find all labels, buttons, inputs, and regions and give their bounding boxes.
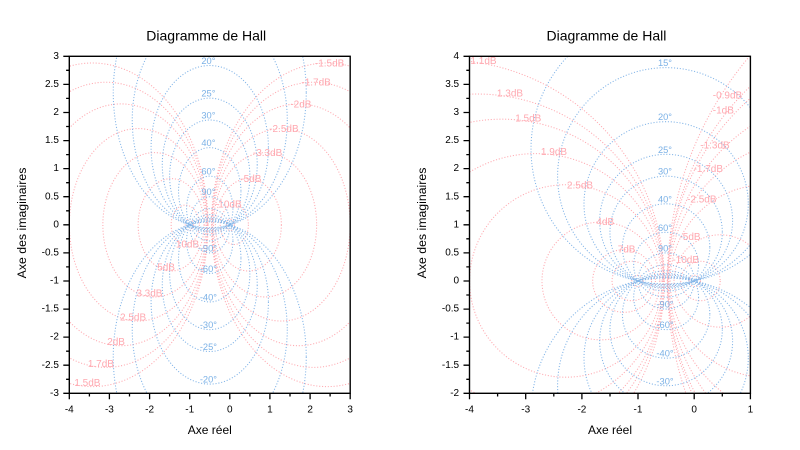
svg-text:2.5: 2.5 bbox=[45, 79, 59, 90]
svg-text:20°: 20° bbox=[201, 56, 215, 66]
svg-text:-0.7dB: -0.7dB bbox=[719, 49, 749, 60]
svg-text:2: 2 bbox=[53, 107, 59, 118]
svg-text:-3: -3 bbox=[50, 388, 59, 399]
svg-text:25°: 25° bbox=[201, 89, 215, 99]
svg-text:1: 1 bbox=[53, 163, 59, 174]
svg-text:-2: -2 bbox=[50, 332, 59, 343]
svg-text:2: 2 bbox=[307, 405, 313, 416]
svg-text:3: 3 bbox=[53, 51, 59, 62]
svg-text:-0.9dB: -0.9dB bbox=[713, 90, 743, 101]
svg-text:-90°: -90° bbox=[656, 300, 673, 310]
svg-text:Axe des imaginaires: Axe des imaginaires bbox=[15, 168, 29, 279]
svg-text:-1: -1 bbox=[50, 276, 59, 287]
svg-text:-3: -3 bbox=[521, 405, 530, 416]
svg-text:-2.5dB: -2.5dB bbox=[687, 195, 717, 206]
svg-text:-60°: -60° bbox=[200, 264, 217, 274]
svg-text:0: 0 bbox=[691, 405, 697, 416]
svg-text:-0.5: -0.5 bbox=[442, 304, 460, 315]
svg-text:1.1dB: 1.1dB bbox=[470, 56, 496, 67]
svg-text:-5dB: -5dB bbox=[679, 232, 700, 243]
svg-text:-40°: -40° bbox=[656, 349, 673, 359]
svg-text:-2.5dB: -2.5dB bbox=[269, 124, 299, 135]
svg-text:-3.3dB: -3.3dB bbox=[253, 148, 283, 159]
svg-text:-1.5dB: -1.5dB bbox=[315, 59, 345, 70]
svg-text:-2: -2 bbox=[145, 405, 154, 416]
svg-text:40°: 40° bbox=[658, 194, 672, 204]
svg-text:-1: -1 bbox=[185, 405, 194, 416]
svg-text:-30°: -30° bbox=[656, 376, 673, 386]
svg-text:1.5: 1.5 bbox=[445, 191, 459, 202]
svg-text:30°: 30° bbox=[658, 167, 672, 177]
svg-text:4dB: 4dB bbox=[596, 217, 614, 228]
svg-text:1.5dB: 1.5dB bbox=[515, 114, 541, 125]
svg-text:0: 0 bbox=[53, 219, 59, 230]
svg-text:-1: -1 bbox=[450, 332, 459, 343]
svg-text:3.5: 3.5 bbox=[445, 79, 459, 90]
svg-text:0: 0 bbox=[454, 276, 460, 287]
svg-text:2dB: 2dB bbox=[107, 337, 125, 348]
svg-text:-2dB: -2dB bbox=[290, 99, 311, 110]
svg-text:1: 1 bbox=[454, 219, 460, 230]
svg-text:60°: 60° bbox=[658, 223, 672, 233]
svg-text:1.3dB: 1.3dB bbox=[497, 89, 523, 100]
svg-text:-1.5: -1.5 bbox=[42, 304, 60, 315]
svg-text:-2.5: -2.5 bbox=[42, 360, 60, 371]
svg-text:-3: -3 bbox=[105, 405, 114, 416]
svg-text:60°: 60° bbox=[201, 167, 215, 177]
svg-text:4: 4 bbox=[454, 51, 460, 62]
svg-text:3.3dB: 3.3dB bbox=[136, 289, 162, 300]
svg-text:1.9dB: 1.9dB bbox=[541, 147, 567, 158]
svg-text:10dB: 10dB bbox=[176, 240, 200, 251]
svg-text:-1: -1 bbox=[634, 405, 643, 416]
svg-text:2.5dB: 2.5dB bbox=[120, 313, 146, 324]
svg-text:-1.5: -1.5 bbox=[442, 360, 460, 371]
svg-text:-10dB: -10dB bbox=[215, 200, 242, 211]
svg-text:-20°: -20° bbox=[200, 375, 217, 385]
svg-text:-5dB: -5dB bbox=[240, 174, 261, 185]
svg-text:90°: 90° bbox=[201, 187, 215, 197]
svg-text:-0.5: -0.5 bbox=[42, 248, 60, 259]
svg-text:3: 3 bbox=[454, 107, 460, 118]
svg-text:0.5: 0.5 bbox=[45, 191, 59, 202]
svg-text:1: 1 bbox=[267, 405, 273, 416]
svg-text:Diagramme de Hall: Diagramme de Hall bbox=[146, 28, 266, 44]
svg-text:15°: 15° bbox=[658, 58, 672, 68]
svg-text:1.5dB: 1.5dB bbox=[74, 378, 100, 389]
svg-text:-30°: -30° bbox=[200, 320, 217, 330]
svg-text:-10dB: -10dB bbox=[672, 255, 699, 266]
svg-text:40°: 40° bbox=[201, 138, 215, 148]
svg-text:-1.7dB: -1.7dB bbox=[694, 164, 724, 175]
svg-text:2.5dB: 2.5dB bbox=[567, 180, 593, 191]
svg-text:-25°: -25° bbox=[200, 342, 217, 352]
svg-text:1.7dB: 1.7dB bbox=[88, 359, 114, 370]
svg-text:0.5: 0.5 bbox=[445, 248, 459, 259]
svg-text:Axe réel: Axe réel bbox=[188, 423, 232, 437]
svg-text:30°: 30° bbox=[201, 111, 215, 121]
svg-text:1.5: 1.5 bbox=[45, 135, 59, 146]
svg-text:Axe des imaginaires: Axe des imaginaires bbox=[415, 168, 429, 279]
svg-text:7dB: 7dB bbox=[618, 245, 636, 256]
svg-text:-1dB: -1dB bbox=[713, 105, 734, 116]
svg-text:2.5: 2.5 bbox=[445, 135, 459, 146]
svg-text:1: 1 bbox=[748, 405, 754, 416]
svg-text:3: 3 bbox=[347, 405, 353, 416]
svg-text:Diagramme de Hall: Diagramme de Hall bbox=[547, 28, 667, 44]
svg-text:25°: 25° bbox=[658, 145, 672, 155]
svg-text:2: 2 bbox=[454, 163, 460, 174]
svg-text:-60°: -60° bbox=[656, 320, 673, 330]
svg-text:20°: 20° bbox=[658, 112, 672, 122]
svg-text:-2: -2 bbox=[450, 388, 459, 399]
svg-text:-4: -4 bbox=[65, 405, 74, 416]
svg-text:Axe réel: Axe réel bbox=[588, 423, 632, 437]
svg-text:-40°: -40° bbox=[200, 293, 217, 303]
svg-text:5dB: 5dB bbox=[157, 263, 175, 274]
svg-text:-2: -2 bbox=[577, 405, 586, 416]
svg-text:-90°: -90° bbox=[200, 243, 217, 253]
svg-text:-1.3dB: -1.3dB bbox=[700, 140, 730, 151]
svg-text:90°: 90° bbox=[658, 243, 672, 253]
svg-text:0: 0 bbox=[227, 405, 233, 416]
svg-text:-1.7dB: -1.7dB bbox=[301, 78, 331, 89]
svg-text:-4: -4 bbox=[465, 405, 474, 416]
